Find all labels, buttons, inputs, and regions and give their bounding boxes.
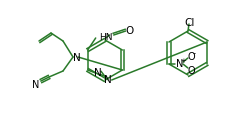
Text: N: N	[104, 74, 112, 84]
Text: Cl: Cl	[185, 18, 195, 28]
Text: N: N	[32, 79, 40, 89]
Text: -: -	[192, 49, 195, 58]
Text: HN: HN	[99, 33, 112, 42]
Text: O: O	[187, 52, 195, 61]
Text: N: N	[176, 59, 184, 68]
Text: O: O	[126, 26, 134, 36]
Text: N: N	[73, 53, 81, 62]
Text: +: +	[180, 58, 186, 63]
Text: N: N	[94, 67, 102, 77]
Text: O: O	[187, 65, 195, 75]
